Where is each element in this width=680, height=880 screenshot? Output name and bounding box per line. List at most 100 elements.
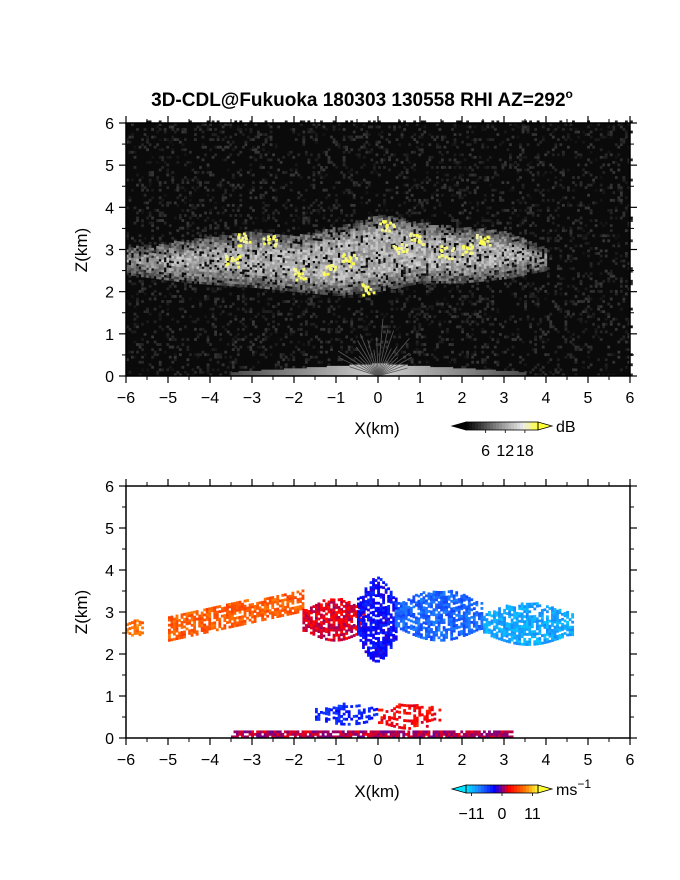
heatmap-cell <box>597 282 601 286</box>
heatmap-cell <box>357 148 361 152</box>
heatmap-cell <box>564 310 568 314</box>
heatmap-cell <box>262 353 265 357</box>
heatmap-cell <box>244 231 248 235</box>
heatmap-cell <box>536 183 540 187</box>
heatmap-cell <box>501 181 505 185</box>
heatmap-cell <box>282 237 286 241</box>
heatmap-cell <box>236 268 240 272</box>
heatmap-cell <box>317 283 321 287</box>
heatmap-cell <box>279 275 283 278</box>
heatmap-cell <box>163 193 167 197</box>
heatmap-cell <box>322 264 326 268</box>
heatmap-cell <box>446 327 449 331</box>
heatmap-cell <box>302 249 306 253</box>
heatmap-cell <box>186 275 190 279</box>
heatmap-cell <box>478 315 482 319</box>
heatmap-cell <box>126 249 129 253</box>
heatmap-cell <box>564 123 568 126</box>
heatmap-cell <box>453 315 457 319</box>
heatmap-cell <box>257 345 260 349</box>
heatmap-cell <box>456 325 459 329</box>
heatmap-cell <box>274 279 278 283</box>
heatmap-cell <box>257 252 260 256</box>
heatmap-cell <box>133 340 137 344</box>
heatmap-cell <box>574 287 578 291</box>
heatmap-cell <box>287 358 291 362</box>
heatmap-cell <box>284 206 288 210</box>
heatmap-cell <box>199 183 202 187</box>
heatmap-cell <box>569 226 573 230</box>
heatmap-cell <box>317 230 321 234</box>
heatmap-cell <box>546 317 550 321</box>
heatmap-cell <box>604 269 608 273</box>
heatmap-cell <box>315 158 318 162</box>
heatmap-cell <box>587 183 590 187</box>
heatmap-cell <box>309 270 313 274</box>
heatmap-cell <box>229 332 233 336</box>
heatmap-cell <box>209 276 212 280</box>
heatmap-cell <box>224 158 228 162</box>
heatmap-cell <box>478 297 482 301</box>
heatmap-cell <box>191 258 195 261</box>
heatmap-cell <box>239 320 243 324</box>
heatmap-cell <box>332 120 336 124</box>
heatmap-cell <box>189 242 192 246</box>
heatmap-cell <box>582 292 585 296</box>
heatmap-cell <box>219 269 223 273</box>
heatmap-cell <box>556 305 560 308</box>
heatmap-cell <box>587 231 590 235</box>
heatmap-cell <box>506 138 510 142</box>
heatmap-cell <box>302 236 306 240</box>
heatmap-cell <box>252 231 255 235</box>
heatmap-cell <box>569 335 573 339</box>
heatmap-cell <box>511 211 515 215</box>
heatmap-cell <box>534 335 538 339</box>
heatmap-cell <box>531 214 535 217</box>
heatmap-cell <box>194 255 197 259</box>
heatmap-cell <box>521 186 525 190</box>
heatmap-cell <box>287 265 291 269</box>
heatmap-cell <box>196 171 200 174</box>
heatmap-cell <box>471 148 475 152</box>
heatmap-cell <box>624 135 628 139</box>
heatmap-cell <box>425 353 429 357</box>
heatmap-cell <box>630 282 633 286</box>
heatmap-cell <box>272 266 275 270</box>
heatmap-cell <box>413 315 417 319</box>
heatmap-cell <box>342 138 346 142</box>
heatmap-cell <box>299 256 303 260</box>
heatmap-cell <box>299 236 303 240</box>
heatmap-cell <box>536 302 540 306</box>
heatmap-cell <box>496 363 500 367</box>
heatmap-cell <box>289 168 293 172</box>
heatmap-cell <box>463 295 467 298</box>
heatmap-cell <box>189 265 192 269</box>
heatmap-cell <box>254 244 258 248</box>
heatmap-cell <box>229 265 233 269</box>
heatmap-cell <box>206 368 210 372</box>
heatmap-cell <box>183 138 187 142</box>
heatmap-cell <box>254 196 258 200</box>
heatmap-cell <box>357 317 361 321</box>
heatmap-cell <box>299 244 303 248</box>
heatmap-cell <box>272 243 275 247</box>
heatmap-cell <box>176 186 180 190</box>
heatmap-cell <box>609 297 613 301</box>
heatmap-cell <box>148 250 152 253</box>
heatmap-cell <box>461 312 464 316</box>
heatmap-cell <box>531 173 535 177</box>
heatmap-cell <box>128 257 132 261</box>
heatmap-cell <box>206 274 210 278</box>
heatmap-cell <box>355 181 359 185</box>
heatmap-cell <box>380 345 384 349</box>
heatmap-cell <box>342 176 346 179</box>
heatmap-cell <box>536 120 540 124</box>
heatmap-cell <box>549 163 553 167</box>
heatmap-cell <box>587 300 590 303</box>
heatmap-cell <box>236 128 240 131</box>
heatmap-cell <box>289 340 293 344</box>
heatmap-cell <box>289 181 293 185</box>
heatmap-cell <box>176 183 180 187</box>
heatmap-cell <box>211 348 215 351</box>
heatmap-cell <box>302 206 306 210</box>
